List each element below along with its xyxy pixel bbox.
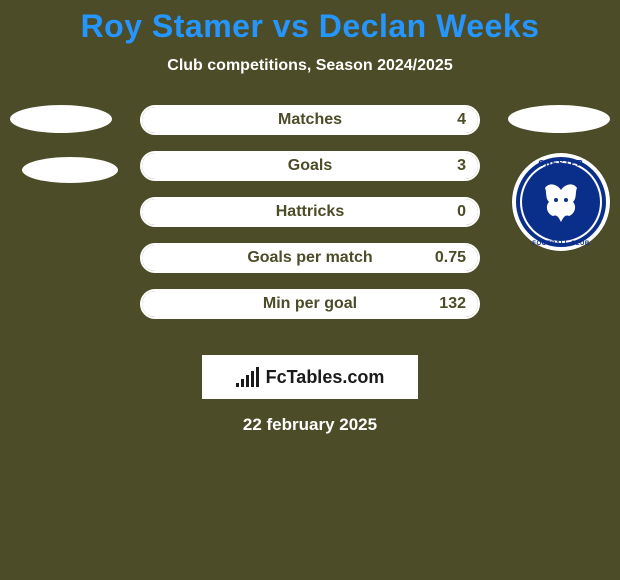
date-text: 22 february 2025 <box>0 415 620 435</box>
brand-box: FcTables.com <box>202 355 418 399</box>
stat-label: Goals <box>142 157 478 175</box>
brand-text: FcTables.com <box>266 367 385 388</box>
crest-text-bottom: FOOTBALL CLUB <box>512 241 610 247</box>
stat-label: Min per goal <box>142 295 478 313</box>
stat-label: Hattricks <box>142 203 478 221</box>
stat-bar: Goals3 <box>140 151 480 181</box>
stat-bar: Goals per match0.75 <box>140 243 480 273</box>
player-right-placeholder <box>508 105 610 133</box>
subtitle: Club competitions, Season 2024/2025 <box>0 57 620 75</box>
player-left-placeholder-2 <box>22 157 118 183</box>
wolf-icon <box>537 178 585 226</box>
stat-label: Goals per match <box>142 249 478 267</box>
player-left-placeholder-1 <box>10 105 112 133</box>
stat-value-right: 132 <box>439 295 466 313</box>
stat-bar: Min per goal132 <box>140 289 480 319</box>
stat-value-right: 4 <box>457 111 466 129</box>
stats-area: CHESTER FOOTBALL CLUB Matches4 Goals3 Hatt… <box>0 105 620 345</box>
stat-value-right: 0.75 <box>435 249 466 267</box>
stat-value-right: 0 <box>457 203 466 221</box>
brand-bars-icon <box>236 367 260 387</box>
stat-bar: Hattricks0 <box>140 197 480 227</box>
infographic-root: Roy Stamer vs Declan Weeks Club competit… <box>0 0 620 435</box>
stat-value-right: 3 <box>457 157 466 175</box>
page-title: Roy Stamer vs Declan Weeks <box>0 8 620 45</box>
stat-bar: Matches4 <box>140 105 480 135</box>
stat-label: Matches <box>142 111 478 129</box>
club-crest: CHESTER FOOTBALL CLUB <box>512 153 610 251</box>
